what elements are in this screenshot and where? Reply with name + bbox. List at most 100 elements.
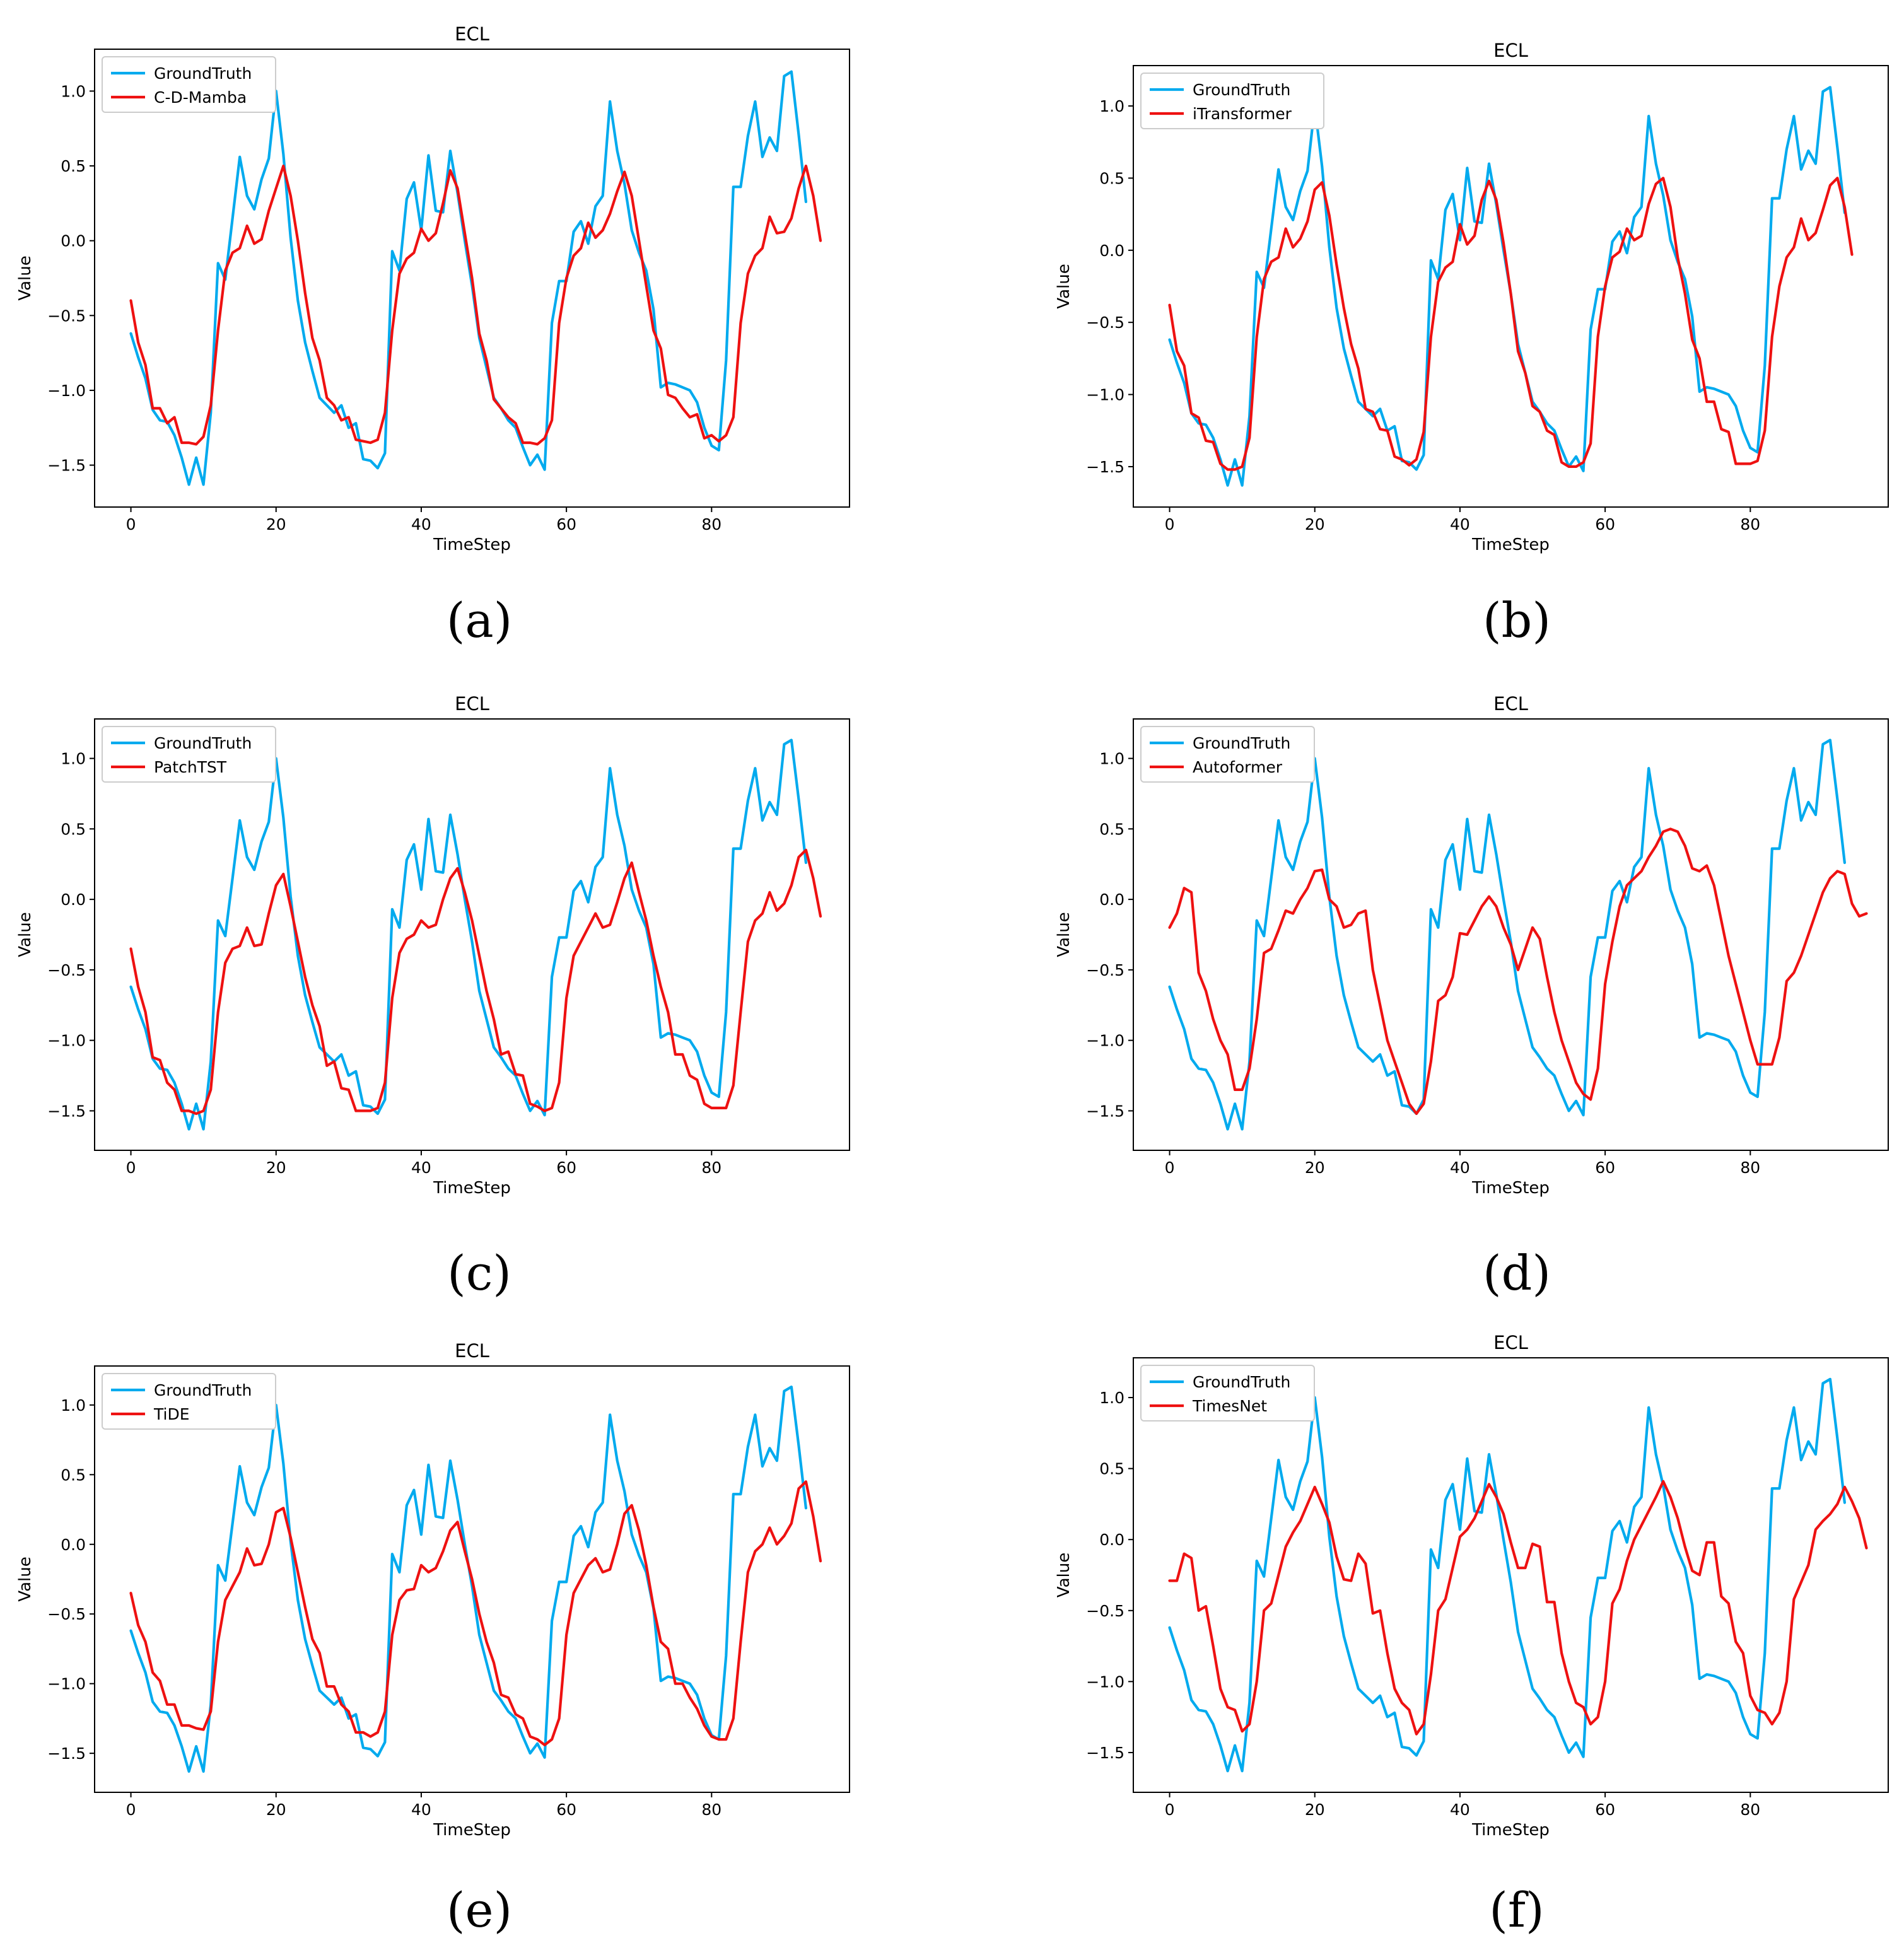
legend-box: [1140, 1365, 1315, 1421]
x-axis-label: TimeStep: [1471, 1179, 1550, 1198]
panel-caption: (b): [1483, 592, 1551, 648]
chart-title: ECL: [455, 1340, 489, 1362]
y-tick-label: 0.5: [1099, 169, 1124, 187]
chart-panel-c: ECL 0 20 40 60 80 −1.5 −1.0 −0.5 0.0 0.5 1.0 TimeSte…: [16, 693, 850, 1301]
x-tick-label: 80: [701, 515, 721, 534]
series-line-groundtruth: [129, 738, 808, 1131]
x-tick-label: 40: [411, 515, 431, 534]
y-tick-label: 1.0: [1099, 750, 1124, 768]
x-axis-label: TimeStep: [1471, 535, 1550, 554]
y-tick-label: 0.0: [61, 1536, 86, 1554]
legend-label: Autoformer: [1193, 758, 1283, 776]
y-tick-label: −1.0: [1086, 386, 1124, 404]
y-tick-label: −1.5: [1086, 1102, 1124, 1120]
legend-label: iTransformer: [1193, 105, 1292, 123]
legend: GroundTruth iTransformer: [1140, 73, 1324, 129]
x-tick-label: 20: [1305, 1159, 1325, 1177]
x-tick-label: 40: [411, 1801, 431, 1819]
x-tick-label: 20: [266, 1159, 286, 1177]
panel-caption: (f): [1489, 1882, 1544, 1938]
y-tick-label: 0.0: [61, 232, 86, 250]
y-tick-label: 1.0: [1099, 97, 1124, 115]
x-tick-label: 80: [701, 1159, 721, 1177]
x-tick-label: 60: [556, 1159, 576, 1177]
chart-panel-b: ECL 0 20 40 60 80 −1.5 −1.0 −0.5 0.0 0.5 1.0 TimeSte…: [1054, 40, 1889, 648]
y-tick-label: −0.5: [1086, 961, 1124, 979]
axes-frame: [94, 1365, 850, 1793]
legend-label: GroundTruth: [154, 64, 252, 83]
panel-caption: (d): [1483, 1245, 1551, 1301]
panel-caption: (e): [447, 1882, 512, 1938]
x-tick-label: 60: [1595, 1159, 1615, 1177]
legend-label: GroundTruth: [154, 1381, 252, 1399]
legend-label: GroundTruth: [154, 734, 252, 752]
x-tick-label: 0: [1165, 1801, 1175, 1819]
y-tick-label: 0.5: [1099, 1460, 1124, 1478]
chart-title: ECL: [455, 23, 489, 45]
axes-frame: [94, 49, 850, 508]
series-line-c-d-mamba: [129, 165, 822, 446]
chart-panel-e: ECL 0 20 40 60 80 −1.5 −1.0 −0.5 0.0 0.5 1.0 TimeSte…: [16, 1340, 850, 1938]
x-tick-label: 0: [1165, 1159, 1175, 1177]
panel-caption: (c): [447, 1245, 511, 1301]
x-tick-label: 0: [126, 1801, 136, 1819]
legend-label: TiDE: [153, 1405, 190, 1423]
series-line-patchtst: [129, 848, 822, 1116]
legend-box: [1140, 726, 1315, 783]
x-tick-label: 80: [1740, 515, 1760, 534]
x-tick-label: 20: [266, 515, 286, 534]
y-tick-label: −1.0: [47, 1675, 86, 1693]
y-tick-label: 0.5: [61, 157, 86, 175]
y-tick-label: −1.0: [1086, 1032, 1124, 1050]
series-line-timesnet: [1168, 1480, 1868, 1736]
legend-box: [102, 1373, 276, 1430]
y-axis-label: Value: [1054, 912, 1073, 957]
chart-panel-d: ECL 0 20 40 60 80 −1.5 −1.0 −0.5 0.0 0.5 1.0 TimeSte…: [1054, 693, 1889, 1301]
y-tick-label: −0.5: [1086, 313, 1124, 332]
legend-label: GroundTruth: [1193, 1373, 1290, 1391]
y-tick-label: −1.5: [47, 1744, 86, 1763]
x-tick-label: 80: [1740, 1159, 1760, 1177]
axes-frame: [94, 718, 850, 1151]
legend: GroundTruth PatchTST: [102, 726, 276, 783]
y-axis-label: Value: [16, 912, 35, 957]
legend: GroundTruth Autoformer: [1140, 726, 1315, 783]
y-tick-label: 1.0: [61, 750, 86, 768]
x-axis-label: TimeStep: [433, 535, 511, 554]
y-tick-label: 0.0: [1099, 890, 1124, 909]
series-line-groundtruth: [1168, 1377, 1846, 1773]
y-tick-label: 0.0: [61, 890, 86, 909]
x-tick-label: 80: [701, 1801, 721, 1819]
chart-title: ECL: [1493, 40, 1528, 61]
x-tick-label: 80: [1740, 1801, 1760, 1819]
panel-caption: (a): [447, 592, 513, 648]
y-tick-label: −1.0: [47, 382, 86, 400]
legend-box: [1140, 73, 1324, 129]
chart-title: ECL: [1493, 1332, 1528, 1353]
legend: GroundTruth C-D-Mamba: [102, 56, 276, 113]
y-axis-label: Value: [1054, 1553, 1073, 1597]
series-line-groundtruth: [1168, 738, 1846, 1131]
y-tick-label: 1.0: [61, 1396, 86, 1415]
x-tick-label: 20: [266, 1801, 286, 1819]
chart-title: ECL: [1493, 693, 1528, 715]
x-tick-label: 60: [556, 515, 576, 534]
y-axis-label: Value: [16, 255, 35, 300]
y-tick-label: −1.5: [47, 457, 86, 475]
series-line-itransformer: [1168, 177, 1854, 471]
y-tick-label: 0.0: [1099, 1531, 1124, 1549]
x-axis-label: TimeStep: [433, 1821, 511, 1840]
x-tick-label: 60: [556, 1801, 576, 1819]
x-tick-label: 0: [126, 1159, 136, 1177]
legend-label: GroundTruth: [1193, 734, 1290, 752]
y-tick-label: −0.5: [47, 1605, 86, 1623]
y-tick-label: −0.5: [47, 306, 86, 325]
chart-panel-a: ECL 0 20 40 60 80 −1.5 −1.0 −0.5 0.0 0.5 1.0 TimeSte…: [16, 23, 850, 648]
y-axis-label: Value: [1054, 264, 1073, 308]
legend-label: C-D-Mamba: [154, 88, 247, 107]
series-line-tide: [129, 1480, 822, 1746]
legend-label: PatchTST: [154, 758, 227, 776]
chart-title: ECL: [455, 693, 489, 715]
x-tick-label: 40: [1450, 515, 1470, 534]
